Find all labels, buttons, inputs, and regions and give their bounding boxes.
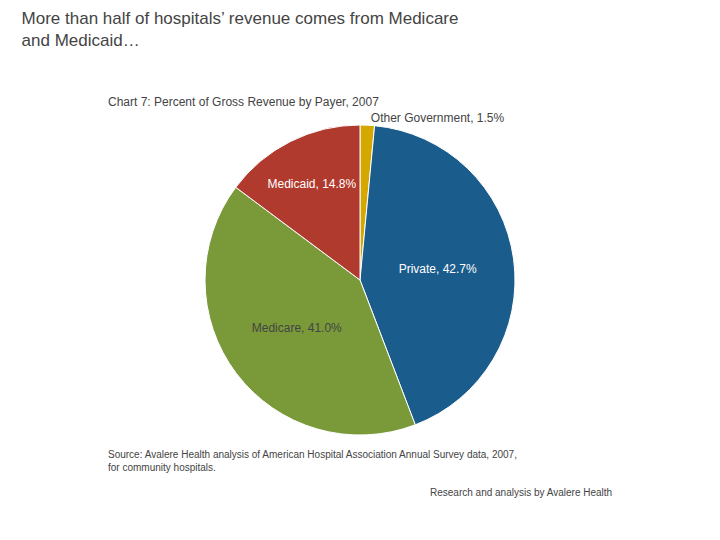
svg-text:Research and analysis by Avale: Research and analysis by Avalere Health [430,487,612,498]
svg-text:Private, 42.7%: Private, 42.7% [399,262,477,276]
svg-text:Medicare, 41.0%: Medicare, 41.0% [252,321,342,335]
svg-text:Medicaid, 14.8%: Medicaid, 14.8% [267,177,356,191]
svg-text:Source: Avalere Health analysi: Source: Avalere Health analysis of Ameri… [108,449,517,473]
svg-text:Other Government, 1.5%: Other Government, 1.5% [371,111,505,125]
svg-text:Chart 7: Percent of Gross Reve: Chart 7: Percent of Gross Revenue by Pay… [108,95,379,109]
svg-text:More than half of hospitals’ r: More than half of hospitals’ revenue com… [22,9,459,50]
